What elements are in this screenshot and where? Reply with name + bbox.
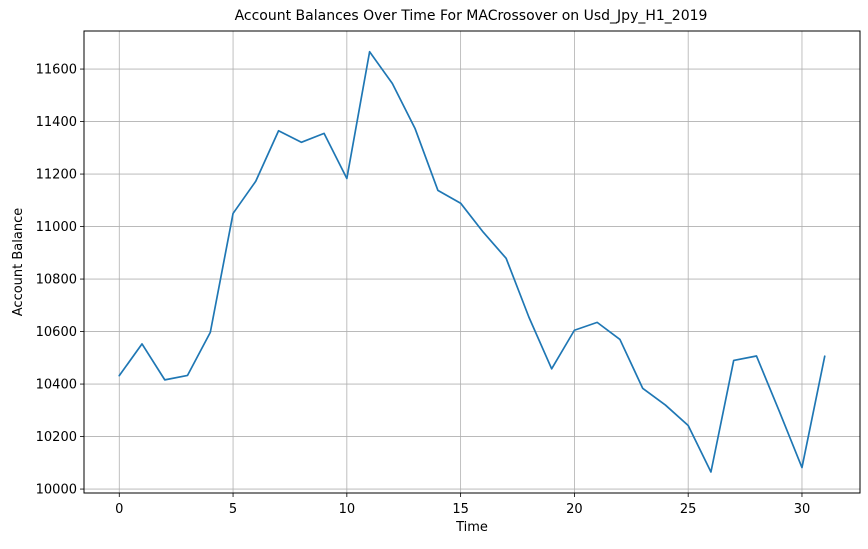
y-axis-label: Account Balance — [11, 208, 26, 316]
y-tick-label: 11000 — [36, 220, 77, 235]
ticks: 0 5 10 15 20 25 30 10000 10200 10400 10600 10800 110… — [36, 63, 811, 517]
y-tick-label: 10800 — [36, 273, 77, 288]
y-tick-label: 11200 — [36, 168, 77, 183]
x-tick-label: 15 — [452, 502, 469, 517]
series-line — [119, 52, 824, 472]
x-tick-label: 10 — [339, 502, 356, 517]
series-layer — [119, 52, 824, 472]
y-tick-label: 11400 — [36, 115, 77, 130]
x-axis-label: Time — [455, 520, 488, 535]
x-tick-label: 5 — [229, 502, 237, 517]
y-tick-label: 11600 — [36, 63, 77, 78]
y-tick-label: 10600 — [36, 325, 77, 340]
y-tick-label: 10200 — [36, 430, 77, 445]
y-tick-label: 10000 — [36, 483, 77, 498]
x-tick-label: 0 — [115, 502, 123, 517]
grid — [84, 31, 860, 493]
y-tick-label: 10400 — [36, 378, 77, 393]
x-tick-label: 30 — [794, 502, 811, 517]
plot-frame — [84, 31, 860, 493]
x-tick-label: 25 — [680, 502, 697, 517]
chart-title: Account Balances Over Time For MACrossov… — [235, 8, 708, 24]
x-tick-label: 20 — [566, 502, 583, 517]
